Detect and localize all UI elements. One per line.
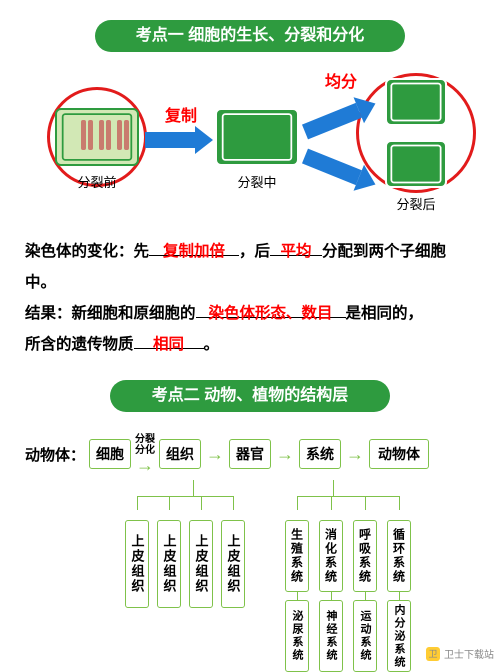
watermark-logo-icon: 卫: [426, 647, 440, 661]
hierarchy-box: 系统: [299, 439, 341, 469]
cell-post-division-2: [385, 140, 447, 188]
fill-3: 染色体形态、数目: [209, 305, 333, 322]
hierarchy-arrow: 分裂分化→: [131, 434, 159, 474]
animal-hierarchy-row: 动物体： 细胞分裂分化→组织→器官→系统→动物体: [25, 434, 475, 474]
chromosome: [106, 120, 111, 150]
chromosome: [117, 120, 122, 150]
fill-2: 平均: [281, 243, 312, 260]
hierarchy-arrow: →: [201, 445, 229, 463]
blank-2: 平均: [270, 236, 322, 256]
blank-4: 相同: [134, 329, 204, 349]
cell-mid-division: [215, 108, 299, 166]
label-replicate: 复制: [165, 102, 197, 126]
t2b: 是相同的，: [346, 305, 424, 322]
system-box: 内分泌系统: [387, 600, 411, 672]
hierarchy-label: 动物体：: [25, 444, 85, 465]
system-box: 生殖系统: [285, 520, 309, 592]
caption-post: 分裂后: [385, 194, 447, 213]
hierarchy-box: 器官: [229, 439, 271, 469]
hierarchy-arrow: →: [341, 445, 369, 463]
system-box: 消化系统: [319, 520, 343, 592]
chromosome: [99, 120, 104, 150]
hierarchy-sub-groups: 上皮组织上皮组织上皮组织上皮组织生殖系统泌尿系统消化系统神经系统呼吸系统运动系统…: [25, 480, 475, 670]
hierarchy-box: 细胞: [89, 439, 131, 469]
system-box: 运动系统: [353, 600, 377, 672]
fill-4: 相同: [153, 336, 184, 353]
t1b: ，后: [239, 243, 270, 260]
t1a: 染色体的变化：先: [25, 243, 149, 260]
chromosome: [124, 120, 129, 150]
system-box: 呼吸系统: [353, 520, 377, 592]
hierarchy-arrow: →: [271, 445, 299, 463]
hierarchy-box: 组织: [159, 439, 201, 469]
section-2-header: 考点二 动物、植物的结构层: [110, 380, 390, 412]
section-1-header: 考点一 细胞的生长、分裂和分化: [95, 20, 405, 52]
t3a: 所含的遗传物质: [25, 336, 134, 353]
tissue-box: 上皮组织: [189, 520, 213, 608]
tissue-box: 上皮组织: [125, 520, 149, 608]
fill-1: 复制加倍: [163, 243, 225, 260]
system-box: 神经系统: [319, 600, 343, 672]
watermark-text: 卫士下载站: [444, 646, 494, 661]
cell-post-division-1: [385, 78, 447, 126]
tissue-box: 上皮组织: [221, 520, 245, 608]
caption-pre: 分裂前: [55, 172, 139, 191]
chromosome: [81, 120, 86, 150]
hierarchy-box: 动物体: [369, 439, 429, 469]
caption-mid: 分裂中: [215, 172, 299, 191]
blank-3: 染色体形态、数目: [196, 298, 346, 318]
arrow-replicate: [145, 126, 213, 154]
chromosome: [88, 120, 93, 150]
summary-text: 染色体的变化：先复制加倍，后平均分配到两个子细胞中。 结果：新细胞和原细胞的染色…: [25, 236, 475, 360]
system-box: 泌尿系统: [285, 600, 309, 672]
cell-division-diagram: 复制 均分 分裂前 分裂中 分裂后: [25, 70, 475, 230]
watermark: 卫 卫士下载站: [426, 646, 494, 661]
tissue-box: 上皮组织: [157, 520, 181, 608]
t2a: 结果：新细胞和原细胞的: [25, 305, 196, 322]
header1-text: 考点一 细胞的生长、分裂和分化: [136, 27, 364, 44]
header2-text: 考点二 动物、植物的结构层: [152, 387, 348, 404]
label-split-even: 均分: [325, 68, 357, 92]
system-box: 循环系统: [387, 520, 411, 592]
t3b: 。: [204, 336, 220, 353]
blank-1: 复制加倍: [149, 236, 239, 256]
